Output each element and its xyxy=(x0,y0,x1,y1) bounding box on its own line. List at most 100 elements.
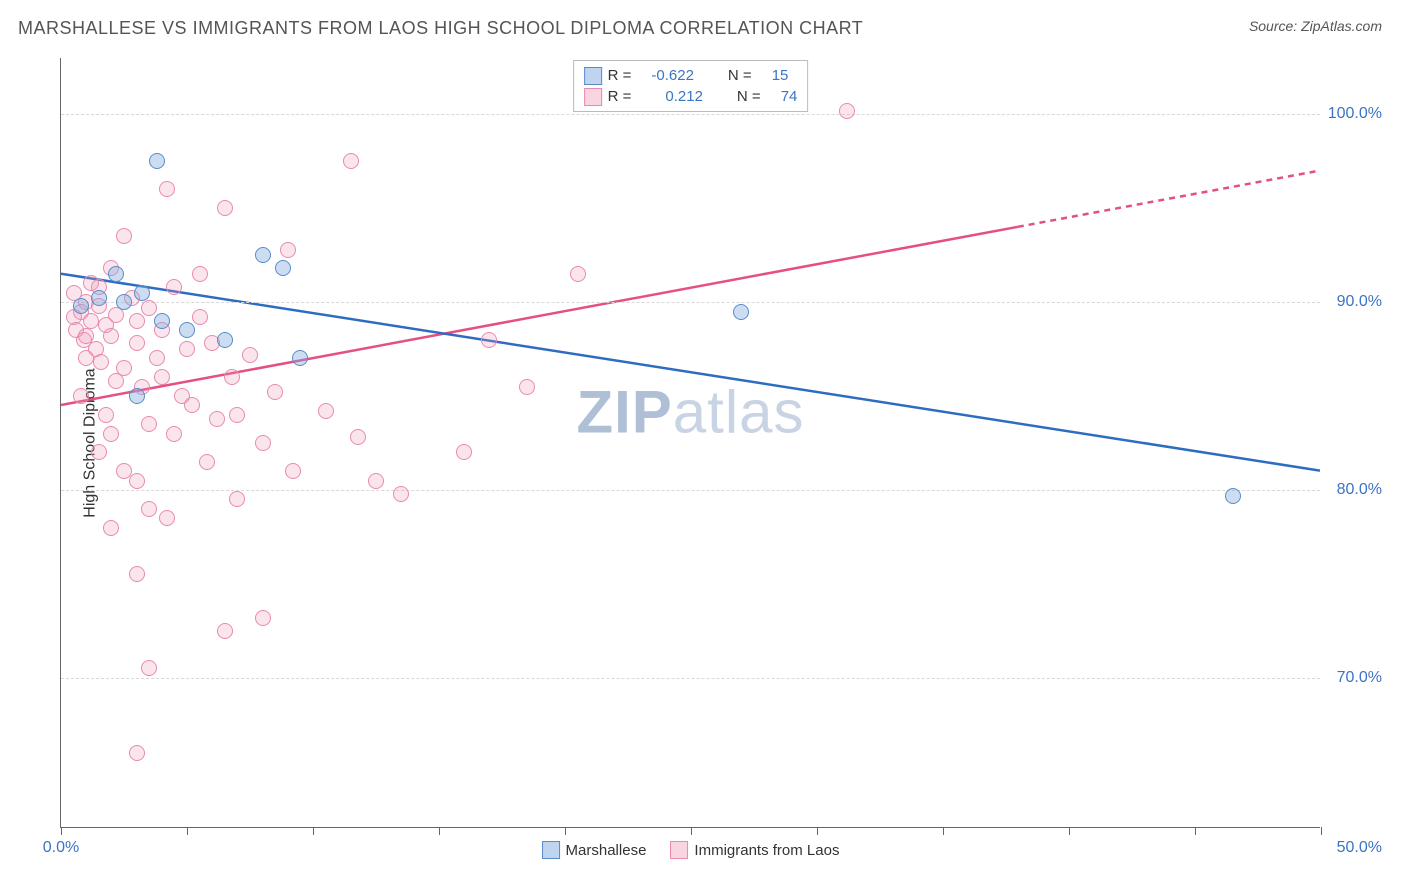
data-point xyxy=(217,332,233,348)
data-point xyxy=(350,429,366,445)
swatch-blue-icon xyxy=(584,67,602,85)
data-point xyxy=(129,313,145,329)
x-tick xyxy=(439,827,440,835)
data-point xyxy=(224,369,240,385)
data-point xyxy=(141,416,157,432)
data-point xyxy=(141,300,157,316)
data-point xyxy=(93,354,109,370)
data-point xyxy=(91,290,107,306)
x-tick xyxy=(61,827,62,835)
data-point xyxy=(229,407,245,423)
x-tick xyxy=(943,827,944,835)
data-point xyxy=(209,411,225,427)
data-point xyxy=(116,294,132,310)
data-point xyxy=(1225,488,1241,504)
swatch-pink-icon xyxy=(584,88,602,106)
data-point xyxy=(98,407,114,423)
stats-legend: R = -0.622 N = 15 R = 0.212 N = 74 xyxy=(573,60,809,112)
data-point xyxy=(481,332,497,348)
data-point xyxy=(129,388,145,404)
data-point xyxy=(108,266,124,282)
y-tick-label: 70.0% xyxy=(1337,669,1382,687)
data-point xyxy=(103,426,119,442)
data-point xyxy=(199,454,215,470)
data-point xyxy=(108,373,124,389)
data-point xyxy=(275,260,291,276)
data-point xyxy=(733,304,749,320)
x-tick xyxy=(1195,827,1196,835)
data-point xyxy=(393,486,409,502)
x-tick xyxy=(313,827,314,835)
data-point xyxy=(318,403,334,419)
data-point xyxy=(292,350,308,366)
data-point xyxy=(134,285,150,301)
data-point xyxy=(129,745,145,761)
data-point xyxy=(103,520,119,536)
gridline xyxy=(61,678,1320,679)
data-point xyxy=(149,350,165,366)
x-tick-label: 0.0% xyxy=(43,839,79,857)
data-point xyxy=(242,347,258,363)
data-point xyxy=(141,501,157,517)
y-tick-label: 100.0% xyxy=(1328,105,1382,123)
x-tick xyxy=(1069,827,1070,835)
data-point xyxy=(229,491,245,507)
data-point xyxy=(255,610,271,626)
x-tick xyxy=(691,827,692,835)
data-point xyxy=(73,298,89,314)
data-point xyxy=(217,623,233,639)
x-tick xyxy=(1321,827,1322,835)
data-point xyxy=(116,228,132,244)
y-tick-label: 80.0% xyxy=(1337,481,1382,499)
series2-label: Immigrants from Laos xyxy=(694,842,839,859)
data-point xyxy=(255,435,271,451)
data-point xyxy=(73,388,89,404)
data-point xyxy=(149,153,165,169)
x-tick-label: 50.0% xyxy=(1337,839,1382,857)
watermark: ZIPatlas xyxy=(576,377,804,446)
data-point xyxy=(570,266,586,282)
data-point xyxy=(456,444,472,460)
data-point xyxy=(91,444,107,460)
trend-lines xyxy=(61,58,1320,827)
data-point xyxy=(179,341,195,357)
data-point xyxy=(280,242,296,258)
data-point xyxy=(129,566,145,582)
swatch-blue-icon xyxy=(542,841,560,859)
data-point xyxy=(159,181,175,197)
data-point xyxy=(368,473,384,489)
data-point xyxy=(83,313,99,329)
x-tick xyxy=(817,827,818,835)
data-point xyxy=(78,328,94,344)
series-legend: Marshallese Immigrants from Laos xyxy=(542,841,840,859)
data-point xyxy=(141,660,157,676)
data-point xyxy=(166,426,182,442)
data-point xyxy=(154,313,170,329)
data-point xyxy=(255,247,271,263)
data-point xyxy=(129,473,145,489)
swatch-pink-icon xyxy=(670,841,688,859)
data-point xyxy=(192,309,208,325)
gridline xyxy=(61,302,1320,303)
data-point xyxy=(217,200,233,216)
data-point xyxy=(343,153,359,169)
data-point xyxy=(166,279,182,295)
data-point xyxy=(267,384,283,400)
gridline xyxy=(61,114,1320,115)
data-point xyxy=(192,266,208,282)
data-point xyxy=(103,328,119,344)
data-point xyxy=(285,463,301,479)
gridline xyxy=(61,490,1320,491)
data-point xyxy=(129,335,145,351)
data-point xyxy=(159,510,175,526)
y-tick-label: 90.0% xyxy=(1337,293,1382,311)
data-point xyxy=(839,103,855,119)
plot-container: High School Diploma ZIPatlas R = -0.622 … xyxy=(48,58,1376,828)
data-point xyxy=(78,350,94,366)
data-point xyxy=(519,379,535,395)
data-point xyxy=(184,397,200,413)
x-tick xyxy=(565,827,566,835)
data-point xyxy=(179,322,195,338)
series1-label: Marshallese xyxy=(566,842,647,859)
chart-title: MARSHALLESE VS IMMIGRANTS FROM LAOS HIGH… xyxy=(18,18,863,39)
